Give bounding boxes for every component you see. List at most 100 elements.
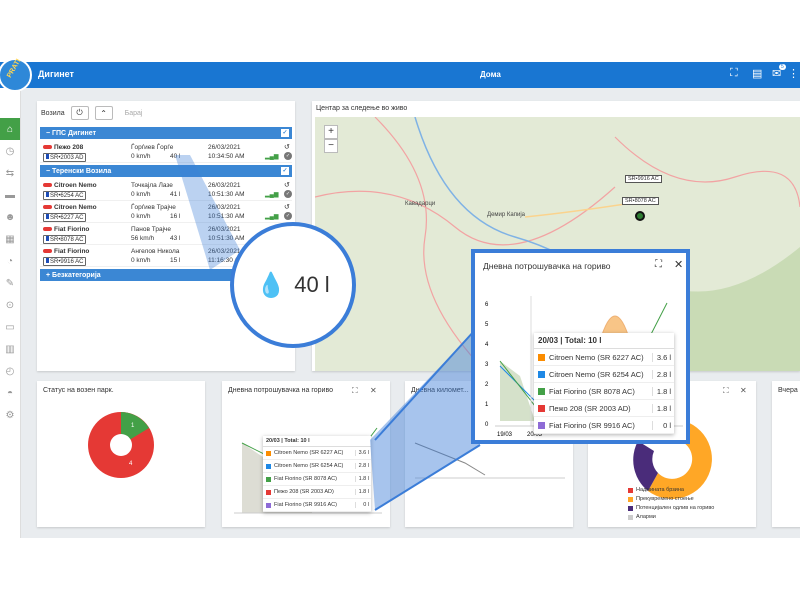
power-button[interactable]: ⏻	[70, 106, 89, 120]
series-name: Fiat Fiorino (SR 8078 AC)	[274, 476, 337, 482]
vehicle-name: Пежо 208	[43, 144, 83, 151]
legend-item: Прекувремено стоење	[628, 496, 694, 502]
nav-alarm-icon[interactable]: ◔	[6, 255, 14, 267]
collapse-button[interactable]: ⌃	[94, 106, 113, 120]
signal-icon: ▂▄▆	[265, 154, 279, 160]
legend-label: Аларми	[636, 514, 656, 520]
map-city-label: Демир Капија	[487, 212, 525, 218]
tooltip-row: Fiat Fiorino (SR 9916 AC) 0 l	[263, 499, 371, 512]
nav-drivers-icon[interactable]: ☻	[4, 211, 16, 223]
alarms-donut-chart	[633, 418, 712, 499]
x-tick-label: 19/03	[497, 432, 513, 438]
series-name: Citroen Nemo (SR 6254 AC)	[274, 463, 344, 469]
series-value: 3.6 l	[652, 352, 674, 362]
history-icon[interactable]: ↺	[284, 182, 290, 189]
map-vehicle-marker[interactable]: SR•8078 AC	[622, 197, 659, 205]
more-icon[interactable]: ⋮	[788, 68, 799, 80]
expand-icon[interactable]: ⛶	[723, 386, 729, 395]
chat-icon[interactable]: ▤	[752, 68, 763, 80]
nav-reports-icon[interactable]: ▦	[5, 233, 15, 245]
series-name: Citroen Nemo (SR 6227 AC)	[274, 450, 344, 456]
vehicle-row[interactable]: Citroen Nemo SR•6254 AC Точкајла Лазе 0 km/…	[40, 179, 292, 201]
map-vehicle-marker[interactable]: SR•9916 AC	[625, 175, 662, 183]
pie-label: 4	[129, 461, 133, 467]
tooltip-row: Пежо 208 (SR 2003 AD) 1.8 l	[534, 400, 674, 417]
zoom-in-button[interactable]: +	[324, 125, 338, 139]
history-icon[interactable]: ↺	[284, 144, 290, 151]
nav-clock-icon[interactable]: ◴	[5, 365, 15, 377]
tooltip-row: Citroen Nemo (SR 6227 AC) 3.6 l	[263, 447, 371, 460]
zoom-out-button[interactable]: −	[324, 139, 338, 153]
close-icon[interactable]: ✕	[674, 259, 684, 271]
widget-title: Дневна километ...	[411, 387, 469, 394]
series-swatch	[538, 404, 545, 412]
top-bar: Дигинет Дома ⛶ ▤ ✉ 5 ⋮	[0, 62, 800, 88]
fuel-zoom-callout: 💧 40 l	[230, 222, 356, 348]
vehicle-row[interactable]: Пежо 208 SR•2003 AD Ѓорѓиев Ѓорѓе 0 km/h 26/…	[40, 141, 292, 163]
series-value: 2.8 l	[355, 463, 371, 469]
series-swatch	[266, 489, 271, 495]
last-date: 26/03/2021	[208, 182, 241, 189]
fleet-status-widget: Статус на возен парк. 1 4	[37, 381, 205, 527]
driver-name: Ѓорѓиев Ѓорѓе	[131, 144, 174, 151]
series-swatch	[538, 421, 545, 429]
fuel-amount: 40 l	[294, 272, 330, 297]
vehicle-name: Fiat Fiorino	[43, 248, 89, 255]
close-icon[interactable]: ✕	[740, 386, 747, 395]
page-title: Дома	[480, 70, 501, 79]
expand-icon[interactable]: ⛶	[655, 259, 662, 270]
last-time: 10:51:30 AM	[208, 235, 245, 242]
last-time: 10:51:30 AM	[208, 213, 245, 220]
group-header[interactable]: − ГПС Дигинет ✓	[40, 127, 292, 139]
series-value: 3.6 l	[355, 450, 371, 456]
close-icon[interactable]: ✕	[370, 386, 377, 395]
last-time: 10:34:50 AM	[208, 153, 245, 160]
series-name: Citroen Nemo (SR 6227 AC)	[549, 352, 644, 362]
status-ok-icon: ✓	[284, 152, 292, 160]
y-tick-label: 0	[485, 422, 489, 428]
vehicle-speed: 0 km/h	[131, 153, 151, 160]
last-time: 10:51:30 AM	[208, 191, 245, 198]
nav-route-icon[interactable]: ⇆	[5, 167, 15, 179]
fullscreen-icon[interactable]: ⛶	[730, 67, 738, 79]
nav-vehicle-icon[interactable]: ▬	[5, 189, 15, 201]
nav-gear-icon[interactable]: ⚙	[5, 409, 15, 421]
y-tick-label: 2	[485, 382, 489, 388]
license-plate: SR•6227 AC	[43, 213, 87, 222]
yesterday-widget: Вчера	[772, 381, 800, 527]
nav-dashboard-icon[interactable]: ◓	[6, 387, 14, 399]
nav-card-icon[interactable]: ▭	[5, 321, 15, 333]
nav-home-icon[interactable]: ⌂	[0, 118, 20, 140]
license-plate: SR•6254 AC	[43, 191, 87, 200]
map-title: Центар за следење во живо	[316, 105, 408, 112]
messages-badge: 5	[779, 64, 786, 70]
vehicle-name: Fiat Fiorino	[43, 226, 89, 233]
mini-chart-tooltip: 20/03 | Total: 10 l Citroen Nemo (SR 622…	[263, 436, 371, 512]
group-header[interactable]: + Безкатегорија	[40, 269, 292, 281]
group-checkbox[interactable]: ✓	[281, 129, 289, 137]
tooltip-row: Fiat Fiorino (SR 8078 AC) 1.8 l	[263, 473, 371, 486]
series-swatch	[266, 450, 271, 456]
series-value: 1.8 l	[355, 476, 371, 482]
series-swatch	[266, 502, 271, 508]
nav-location-icon[interactable]: ⊙	[5, 299, 15, 311]
search-input[interactable]: Барај	[124, 109, 143, 117]
vehicle-name: Citroen Nemo	[43, 204, 97, 211]
legend-item: Аларми	[628, 514, 656, 520]
nav-history-icon[interactable]: ◷	[5, 145, 15, 157]
nav-book-icon[interactable]: ▥	[5, 343, 15, 355]
series-name: Пежо 208 (SR 2003 AD)	[274, 489, 334, 495]
nav-settings-icon[interactable]: ✎	[5, 277, 15, 289]
map-pin-icon[interactable]	[635, 211, 645, 221]
messages-icon[interactable]: ✉ 5	[772, 64, 786, 80]
expand-icon[interactable]: ⛶	[352, 386, 358, 395]
vehicle-row[interactable]: Citroen Nemo SR•6227 AC Ѓорѓиев Трајче 0 km…	[40, 201, 292, 223]
widget-title: Дневна потрошувачка на гориво	[228, 387, 333, 394]
series-value: 0 l	[652, 420, 674, 430]
series-value: 1.8 l	[652, 403, 674, 413]
history-icon[interactable]: ↺	[284, 204, 290, 211]
status-pie-chart: 1 4	[88, 412, 154, 478]
group-header[interactable]: − Теренски Возила ✓	[40, 165, 292, 177]
group-checkbox[interactable]: ✓	[281, 167, 289, 175]
series-swatch	[266, 463, 271, 469]
